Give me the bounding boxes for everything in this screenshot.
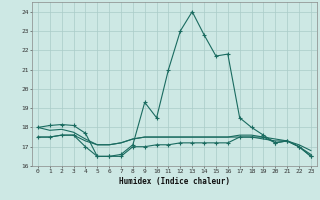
X-axis label: Humidex (Indice chaleur): Humidex (Indice chaleur) — [119, 177, 230, 186]
